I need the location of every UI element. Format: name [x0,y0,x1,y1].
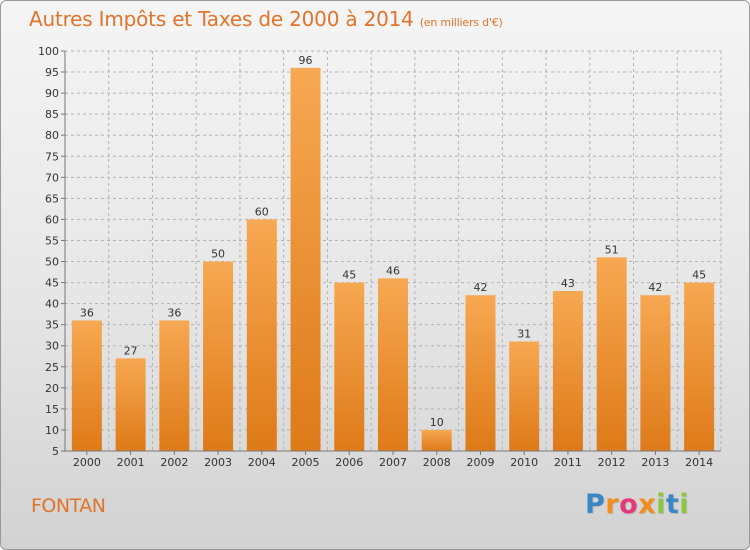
x-tick-label: 2006 [335,456,363,469]
bar [596,257,627,451]
y-tick-label: 25 [45,361,59,374]
data-label: 31 [517,328,531,341]
y-tick-label: 50 [45,256,59,269]
bar [421,429,452,451]
bar [684,282,715,451]
y-tick-label: 10 [45,424,59,437]
x-tick-label: 2014 [685,456,713,469]
x-tick-label: 2000 [73,456,101,469]
x-tick-label: 2003 [204,456,232,469]
brand-letter: r [605,489,620,520]
y-tick-label: 75 [45,150,59,163]
x-tick-label: 2011 [554,456,582,469]
y-tick-label: 5 [52,445,59,458]
data-label: 51 [605,243,619,256]
y-tick-label: 85 [45,108,59,121]
x-tick-label: 2007 [379,456,407,469]
data-label: 45 [692,269,706,282]
data-label: 36 [80,306,94,319]
y-tick-label: 45 [45,277,59,290]
y-tick-label: 40 [45,298,59,311]
data-label: 96 [299,54,313,67]
x-tick-label: 2012 [598,456,626,469]
x-tick-label: 2004 [248,456,276,469]
brand-letter: t [665,489,680,520]
data-label: 43 [561,277,575,290]
chart-title-line: Autres Impôts et Taxes de 2000 à 2014 (en… [29,7,503,31]
bar [509,341,540,451]
bar [465,295,496,451]
y-tick-label: 90 [45,87,59,100]
data-label: 50 [211,248,225,261]
x-tick-label: 2009 [466,456,494,469]
proxiti-logo[interactable]: Proxiti [585,489,689,520]
brand-letter: i [656,489,666,520]
y-tick-label: 65 [45,192,59,205]
bar [290,67,321,451]
data-label: 60 [255,205,269,218]
brand-letter: i [679,489,690,520]
bar [640,295,671,451]
y-tick-label: 80 [45,129,59,142]
y-tick-label: 15 [45,403,59,416]
bar [203,261,234,451]
y-tick-label: 55 [45,234,59,247]
x-tick-label: 2001 [117,456,145,469]
bar [246,219,277,451]
y-tick-label: 95 [45,66,59,79]
x-tick-label: 2005 [292,456,320,469]
brand-letter: x [638,489,657,520]
data-label: 36 [167,306,181,319]
x-tick-label: 2010 [510,456,538,469]
chart-title: Autres Impôts et Taxes de 2000 à 2014 [29,7,414,31]
chart-subtitle: (en milliers d'€) [419,16,503,29]
axes [61,50,721,455]
data-label: 45 [342,269,356,282]
y-tick-label: 35 [45,319,59,332]
bar [159,320,190,451]
y-tick-label: 30 [45,340,59,353]
labels: 5 10 15 20 25 30 35 40 45 50 55 60 65 70 75 80 85 90 95 100… [38,45,713,469]
bar [115,358,146,451]
data-label: 27 [124,344,138,357]
x-tick-label: 2008 [423,456,451,469]
data-label: 42 [473,281,487,294]
bar [71,320,102,451]
brand-letter: P [585,489,606,520]
bar [552,291,583,451]
y-tick-label: 100 [38,45,59,58]
bar [334,282,365,451]
y-tick-label: 60 [45,213,59,226]
city-name: FONTAN [31,495,106,517]
data-label: 42 [648,281,662,294]
data-label: 46 [386,264,400,277]
bar [378,278,408,451]
y-tick-label: 70 [45,171,59,184]
x-tick-label: 2002 [160,456,188,469]
bars [71,67,715,451]
y-tick-label: 20 [45,382,59,395]
data-label: 10 [430,416,444,429]
x-tick-label: 2013 [641,456,669,469]
brand-letter: o [619,489,639,520]
